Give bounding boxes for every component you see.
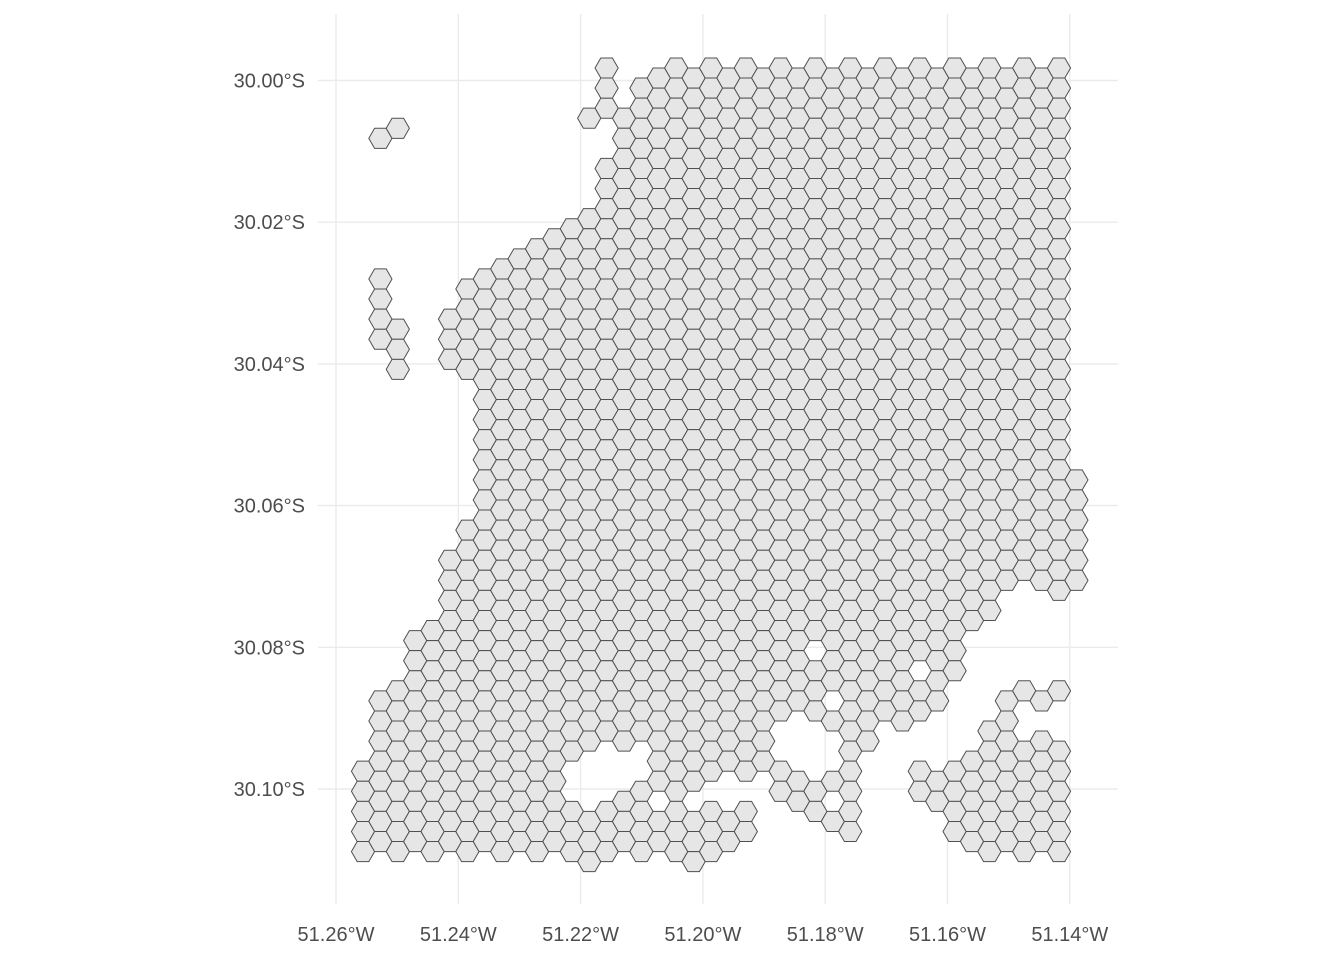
hex-cell [594, 57, 619, 79]
y-tick-label: 30.08°S [234, 637, 305, 659]
x-tick-label: 51.26°W [298, 924, 375, 946]
x-tick-label: 51.16°W [909, 924, 986, 946]
x-tick-label: 51.18°W [787, 924, 864, 946]
hex-cell [1046, 680, 1072, 702]
hex-cell [385, 117, 410, 139]
y-tick-label: 30.06°S [234, 496, 305, 518]
hex-cell [977, 599, 1002, 622]
y-tick-label: 30.04°S [234, 354, 305, 376]
y-axis-tick-labels: 30.00°S 30.02°S 30.04°S 30.06°S 30.08°S 30.10… [234, 71, 305, 802]
x-tick-label: 51.24°W [420, 924, 497, 946]
hex-cell [855, 730, 880, 752]
x-tick-label: 51.14°W [1031, 924, 1108, 946]
hex-cell [385, 358, 410, 380]
y-tick-label: 30.10°S [234, 779, 305, 801]
hex-cell [942, 660, 967, 682]
x-tick-label: 51.22°W [542, 924, 619, 946]
hex-cell [368, 268, 393, 290]
hex-cell [577, 107, 602, 129]
hex-cell [925, 690, 950, 712]
hex-cell [733, 820, 758, 843]
x-tick-label: 51.20°W [664, 924, 741, 946]
hex-cell [1046, 841, 1072, 863]
hex-cell [1064, 569, 1089, 591]
y-tick-label: 30.00°S [234, 71, 305, 93]
hex-cell [838, 820, 863, 843]
x-axis-tick-labels: 51.26°W 51.24°W 51.22°W 51.20°W 51.18°W 51.16… [298, 924, 1109, 946]
y-tick-label: 30.02°S [234, 212, 305, 234]
hexagon-cells [350, 57, 1089, 873]
hex-cell [368, 288, 393, 310]
